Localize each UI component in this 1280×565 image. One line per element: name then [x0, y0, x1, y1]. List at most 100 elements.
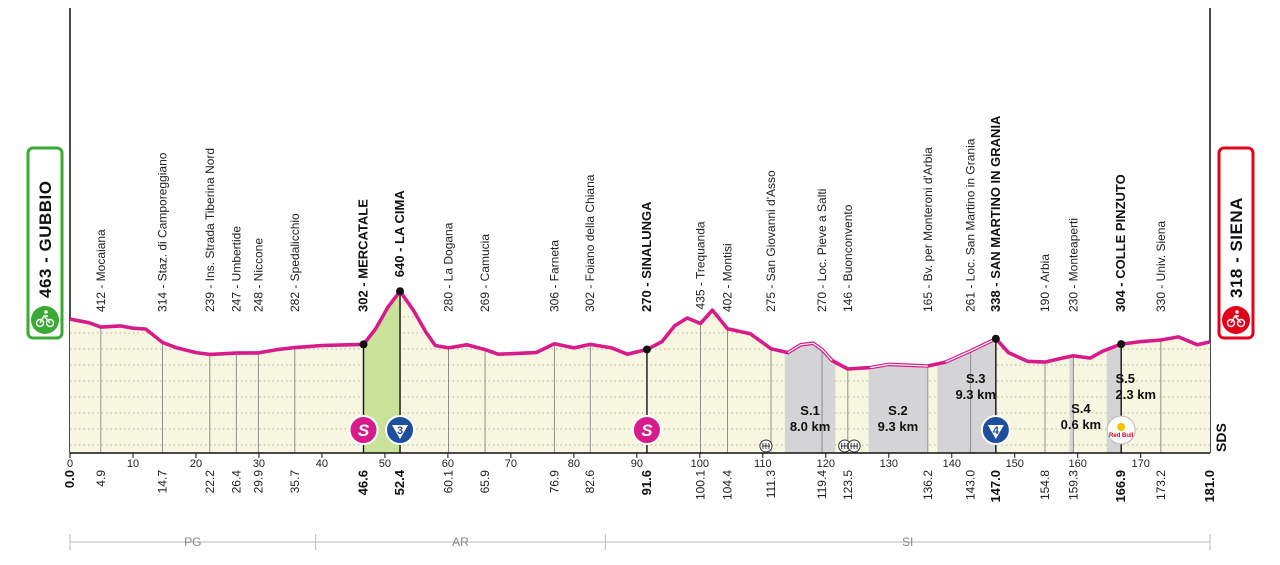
place-label: 314 - Staz. di Camporeggiano — [156, 152, 170, 312]
finish-box: 318 - SIENA — [1217, 146, 1255, 340]
sponsor-badge: Red Bull — [1106, 415, 1136, 445]
place-label: 269 - Camucia — [478, 234, 492, 312]
sponsor-text: Red Bull — [1109, 433, 1134, 439]
place-label: 190 - Arbia — [1038, 254, 1052, 312]
bike-icon — [35, 310, 55, 328]
gravel-sector-length: 2.3 km — [1116, 387, 1156, 402]
sprint-badge: S — [631, 415, 662, 445]
km-label: 111.3 — [764, 470, 778, 499]
kom-badge: 4 — [980, 415, 1011, 445]
km-label: 26.4 — [229, 470, 243, 494]
km-label: 22.2 — [203, 470, 217, 494]
place-label: 412 - Mocaiana — [94, 229, 108, 312]
km-label: 119.4 — [815, 470, 829, 499]
km-label: 154.8 — [1038, 470, 1052, 500]
bike-wheel — [35, 318, 45, 328]
bike-wheel — [1236, 318, 1246, 328]
feed-zone-mark — [850, 443, 859, 449]
km-label: 104.4 — [721, 470, 735, 500]
sponsor-sun-icon — [1117, 423, 1126, 431]
gravel-sector-name: S.3 — [966, 371, 986, 386]
finish-box-label: 318 - SIENA — [1227, 197, 1246, 298]
place-label: 230 - Monteaperti — [1066, 218, 1080, 312]
bike-icon — [1226, 310, 1246, 328]
x-tick-label: 120 — [817, 458, 835, 470]
kom-triangle-icon — [392, 425, 409, 439]
start-box: 463 - GUBBIO — [26, 146, 64, 340]
gravel-sector-name: S.1 — [800, 403, 820, 418]
place-label: 261 - Loc. San Martino in Grania — [964, 138, 978, 312]
gravel-sector-length: 9.3 km — [878, 419, 918, 434]
place-label: 304 - COLLE PINZUTO — [1113, 174, 1128, 312]
region-label: SI — [902, 535, 913, 549]
summit-marker — [1117, 340, 1126, 349]
x-tick-label: 110 — [754, 458, 772, 470]
gravel-sector-name: S.4 — [1071, 401, 1091, 416]
x-tick-label: 20 — [190, 458, 202, 470]
gravel-line-3 — [945, 338, 997, 363]
km-label: 123.5 — [841, 470, 855, 500]
place-label: 280 - La Dogana — [442, 222, 456, 312]
sprint-badge-letter: S — [641, 421, 653, 440]
km-label: 82.6 — [583, 470, 597, 494]
summit-marker — [396, 287, 405, 296]
km-label: 91.6 — [639, 470, 654, 495]
gravel-sector-4 — [1069, 291, 1074, 453]
x-tick-label: 10 — [127, 458, 139, 470]
km-label: 60.1 — [442, 470, 456, 494]
finish-box-icon-circle — [1222, 306, 1250, 334]
km-label: 173.2 — [1154, 470, 1168, 500]
place-label: 248 - Niccone — [251, 238, 265, 312]
profile-line — [69, 289, 1211, 371]
km-label: 4.9 — [94, 470, 108, 487]
place-label: 435 - Trequanda — [693, 221, 707, 309]
gravel-sector-length: 8.0 km — [790, 419, 830, 434]
bike-rider-head — [44, 310, 48, 314]
sprint-badge: S — [348, 415, 379, 445]
place-label: 165 - Bv. per Monteroni d'Arbia — [921, 147, 935, 312]
x-tick-label: 40 — [316, 458, 328, 470]
place-label: 302 - MERCATALE — [356, 199, 371, 312]
x-tick-label: 0 — [67, 458, 73, 470]
km-label: 166.9 — [1113, 470, 1128, 503]
summit-marker — [359, 340, 368, 349]
bike-frame — [1230, 314, 1242, 324]
x-tick-label: 90 — [631, 458, 643, 470]
x-tick-label: 100 — [691, 458, 709, 470]
kom-badge: 3 — [385, 415, 416, 445]
place-label: 270 - SINALUNGA — [639, 201, 654, 312]
x-tick-label: 50 — [379, 458, 391, 470]
bike-rider-head — [1235, 310, 1239, 314]
x-tick-label: 70 — [505, 458, 517, 470]
km-label: 46.6 — [356, 470, 371, 495]
place-label: 247 - Umbertide — [229, 226, 243, 312]
x-tick-label: 60 — [442, 458, 454, 470]
start-box-frame — [26, 146, 64, 340]
place-label: 330 - Univ. Siena — [1154, 221, 1168, 312]
bike-wheel — [1226, 318, 1236, 328]
summit-marker — [991, 334, 1000, 343]
place-label: 146 - Buonconvento — [841, 204, 855, 312]
x-tick-label: 80 — [568, 458, 580, 470]
start-box-icon-circle — [31, 306, 59, 334]
sds-logo: SDS — [1213, 423, 1229, 452]
x-tick-label: 130 — [880, 458, 898, 470]
place-label: 338 - SAN MARTINO IN GRANIA — [988, 115, 1003, 312]
place-label: 275 - San Giovanni d'Asso — [764, 170, 778, 312]
x-tick-label: 30 — [253, 458, 265, 470]
km-label: 147.0 — [988, 470, 1003, 503]
km-label: 29.9 — [251, 470, 265, 494]
place-label: 640 - LA CIMA — [392, 190, 407, 278]
km-label: 52.4 — [392, 469, 407, 495]
feed-zone-mark — [761, 443, 770, 449]
x-tick-label: 140 — [943, 458, 961, 470]
gravel-sector-length: 9.3 km — [955, 387, 995, 402]
x-tick-label: 170 — [1132, 458, 1150, 470]
region-label: PG — [184, 535, 201, 549]
feed-zone-icon — [759, 439, 773, 453]
gravel-sector-length: 0.6 km — [1061, 417, 1101, 432]
feed-zone-icon — [847, 439, 861, 453]
place-label: 302 - Foiano della Chiana — [583, 174, 597, 312]
